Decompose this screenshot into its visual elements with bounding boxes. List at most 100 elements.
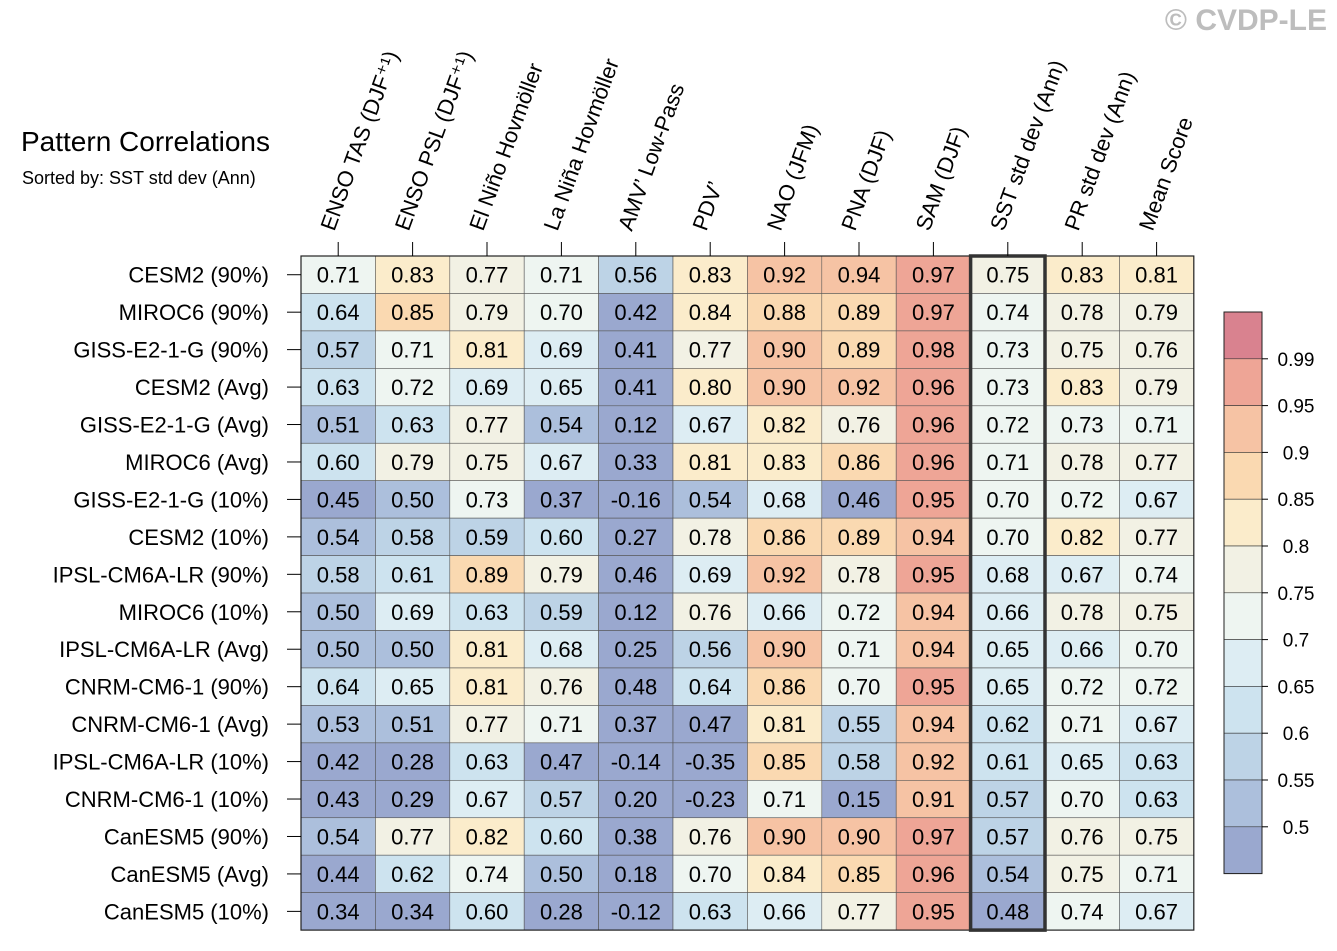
cell-value: 0.89 xyxy=(838,525,881,550)
colorbar-segment xyxy=(1223,405,1263,453)
cell-value: 0.46 xyxy=(614,562,657,587)
cell-value: 0.71 xyxy=(1135,862,1178,887)
cell-value: 0.88 xyxy=(763,300,806,325)
cell-value: -0.14 xyxy=(611,750,661,775)
cell-value: 0.81 xyxy=(689,450,732,475)
cell-value: 0.58 xyxy=(838,750,881,775)
cell-value: 0.60 xyxy=(317,450,360,475)
heatmap-cell xyxy=(598,779,674,819)
heatmap-cell xyxy=(821,592,897,631)
cell-value: 0.71 xyxy=(838,637,881,662)
heatmap-cell xyxy=(598,705,674,744)
cell-value: 0.75 xyxy=(1061,862,1104,887)
heatmap-cell xyxy=(523,817,599,856)
cell-value: 0.94 xyxy=(912,712,955,737)
cell-value: 0.77 xyxy=(838,899,881,924)
heatmap-cell xyxy=(672,517,748,556)
cell-value: -0.23 xyxy=(685,787,735,812)
cell-value: 0.96 xyxy=(912,413,955,438)
cell-value: 0.97 xyxy=(912,824,955,849)
cell-value: 0.95 xyxy=(912,675,955,700)
row-label: CESM2 (90%) xyxy=(128,263,269,288)
cell-value: 0.70 xyxy=(1135,637,1178,662)
heatmap-cell xyxy=(1119,892,1195,931)
cell-value: 0.96 xyxy=(912,375,955,400)
heatmap-cell xyxy=(449,555,525,594)
heatmap-cell xyxy=(300,779,376,819)
heatmap-cell xyxy=(821,517,897,556)
heatmap-cell xyxy=(598,555,674,594)
cell-value: 0.75 xyxy=(466,450,509,475)
cell-value: 0.76 xyxy=(1135,338,1178,363)
cell-value: 0.33 xyxy=(614,450,657,475)
heatmap-cell xyxy=(1044,480,1120,519)
cell-value: 0.60 xyxy=(540,525,583,550)
row-label: CNRM-CM6-1 (Avg) xyxy=(71,712,269,737)
cell-value: 0.71 xyxy=(763,787,806,812)
cell-value: 0.79 xyxy=(466,300,509,325)
heatmap-cell xyxy=(1119,293,1195,332)
cell-value: 0.84 xyxy=(689,300,732,325)
cell-value: 0.77 xyxy=(391,824,434,849)
cell-value: 0.72 xyxy=(1061,675,1104,700)
cell-value: 0.63 xyxy=(689,899,732,924)
cell-value: 0.56 xyxy=(689,637,732,662)
cell-value: 0.58 xyxy=(317,562,360,587)
cell-value: 0.90 xyxy=(763,637,806,662)
heatmap-cell xyxy=(672,892,748,931)
cell-value: 0.72 xyxy=(838,600,881,625)
cell-value: 0.57 xyxy=(540,787,583,812)
heatmap-cell xyxy=(598,442,674,482)
heatmap-cell xyxy=(672,854,748,893)
colorbar-segment xyxy=(1223,592,1263,640)
heatmap-cell xyxy=(970,779,1046,819)
heatmap-cell xyxy=(523,705,599,744)
heatmap-cell xyxy=(598,368,674,407)
cell-value: 0.37 xyxy=(614,712,657,737)
heatmap-cell xyxy=(1044,368,1120,407)
cell-value: 0.54 xyxy=(540,413,583,438)
heatmap-cell xyxy=(300,742,376,781)
row-label: CanESM5 (90%) xyxy=(104,824,269,849)
heatmap-cell xyxy=(523,892,599,931)
cell-value: 0.70 xyxy=(689,862,732,887)
cell-value: 0.94 xyxy=(912,600,955,625)
column-label: AMV’ Low-Pass xyxy=(613,80,689,234)
heatmap-cell xyxy=(821,630,897,669)
cell-value: 0.71 xyxy=(540,263,583,288)
heatmap-cell xyxy=(747,368,823,407)
cell-value: 0.70 xyxy=(1061,787,1104,812)
cell-value: 0.71 xyxy=(1135,413,1178,438)
heatmap-cell xyxy=(970,667,1046,706)
cell-value: 0.85 xyxy=(391,300,434,325)
cell-value: 0.86 xyxy=(838,450,881,475)
cell-value: 0.82 xyxy=(466,824,509,849)
heatmap-cell xyxy=(895,368,971,407)
heatmap-cell xyxy=(895,630,971,669)
heatmap-cell xyxy=(1044,442,1120,482)
cell-value: 0.34 xyxy=(317,899,360,924)
cell-value: 0.68 xyxy=(986,562,1029,587)
cell-value: 0.50 xyxy=(391,487,434,512)
heatmap-cell xyxy=(449,742,525,781)
cell-value: 0.71 xyxy=(540,712,583,737)
cell-value: 0.42 xyxy=(317,750,360,775)
heatmap-cell xyxy=(672,368,748,407)
heatmap-cell xyxy=(598,892,674,931)
cell-value: 0.77 xyxy=(689,338,732,363)
heatmap-cell xyxy=(1119,854,1195,893)
cell-value: 0.64 xyxy=(317,300,360,325)
cell-value: 0.42 xyxy=(614,300,657,325)
cell-value: 0.95 xyxy=(912,562,955,587)
cell-value: 0.51 xyxy=(391,712,434,737)
cell-value: 0.79 xyxy=(540,562,583,587)
heatmap-cell xyxy=(1044,892,1120,931)
cell-value: 0.71 xyxy=(1061,712,1104,737)
cell-value: 0.63 xyxy=(466,600,509,625)
heatmap-cell xyxy=(672,405,748,444)
heatmap-cell xyxy=(449,817,525,856)
cell-value: 0.63 xyxy=(1135,750,1178,775)
heatmap-cell xyxy=(747,330,823,369)
heatmap-cell xyxy=(747,293,823,332)
